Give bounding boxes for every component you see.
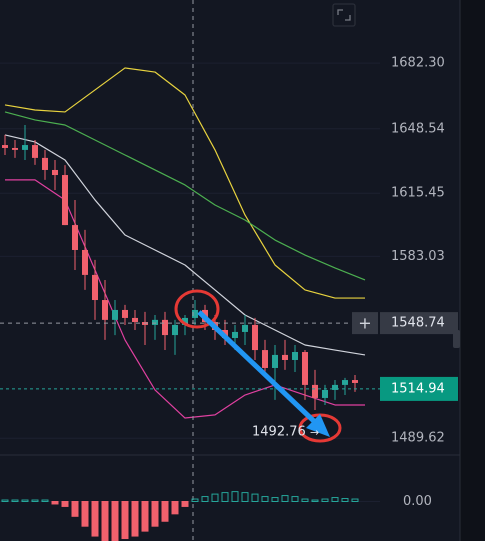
candle-body bbox=[292, 352, 298, 360]
histogram-bar bbox=[151, 501, 159, 527]
histogram-bar bbox=[231, 491, 239, 502]
candle-body bbox=[192, 309, 198, 318]
histogram-bar bbox=[121, 501, 129, 540]
candle-body bbox=[12, 147, 18, 150]
candle-body bbox=[162, 319, 168, 336]
histogram-bar bbox=[241, 492, 249, 502]
trend-arrow bbox=[197, 310, 320, 427]
indicator-line bbox=[4, 67, 365, 299]
histogram-bar bbox=[341, 498, 349, 503]
histogram-bar bbox=[141, 501, 149, 532]
y-tick-label: 0.00 bbox=[403, 494, 432, 509]
y-tick-label: 1489.62 bbox=[391, 431, 445, 446]
candle-body bbox=[42, 157, 48, 170]
histogram-bar bbox=[221, 492, 229, 502]
candle-body bbox=[252, 324, 258, 351]
side-panel bbox=[460, 0, 485, 541]
candle-body bbox=[172, 324, 178, 336]
histogram-bar bbox=[131, 501, 139, 537]
candle-body bbox=[332, 384, 338, 390]
panel-handle[interactable] bbox=[453, 330, 460, 348]
y-tick-label: 1583.03 bbox=[391, 249, 445, 264]
histogram-bar bbox=[351, 498, 359, 502]
crosshair-label: 1548.74 bbox=[391, 316, 445, 331]
histogram-bar bbox=[1, 499, 9, 502]
histogram-bar bbox=[321, 498, 329, 502]
histogram-bar bbox=[161, 501, 169, 522]
histogram-bar bbox=[191, 498, 199, 502]
annotation-arrow: → bbox=[310, 426, 319, 439]
histogram-bar bbox=[101, 501, 109, 541]
candle-body bbox=[132, 317, 138, 323]
indicator-line bbox=[4, 111, 366, 281]
candle-body bbox=[182, 317, 188, 325]
candle-body bbox=[342, 380, 348, 385]
candle-body bbox=[2, 145, 8, 148]
histogram-bar bbox=[271, 497, 279, 502]
candle-body bbox=[102, 300, 108, 320]
annotation-label: 1492.76 bbox=[252, 425, 306, 440]
candle-body bbox=[32, 145, 38, 158]
histogram-bar bbox=[81, 501, 89, 527]
annotations: 1492.76 → bbox=[174, 289, 342, 443]
histogram-bar bbox=[11, 499, 19, 502]
candle-body bbox=[122, 309, 128, 318]
histogram-bar bbox=[31, 499, 39, 502]
candle-body bbox=[242, 324, 248, 332]
crosshair-plus-box[interactable] bbox=[352, 312, 378, 335]
candle-body bbox=[302, 352, 308, 385]
last-price-box bbox=[380, 376, 458, 401]
fullscreen-icon[interactable] bbox=[332, 3, 356, 27]
candle-body bbox=[112, 309, 118, 320]
candle-body bbox=[72, 225, 78, 250]
histogram-bar bbox=[51, 501, 59, 505]
histogram-bar bbox=[171, 501, 179, 515]
y-tick-label: 1648.54 bbox=[391, 121, 445, 136]
candle-body bbox=[352, 380, 358, 383]
histogram-bar bbox=[281, 495, 289, 503]
histogram-bar bbox=[251, 493, 259, 502]
candle-body bbox=[52, 169, 58, 176]
candle-body bbox=[272, 354, 278, 368]
crosshair-label-box bbox=[380, 312, 458, 335]
candle-body bbox=[262, 350, 268, 368]
histogram-bar bbox=[181, 501, 189, 507]
highlight-circle bbox=[174, 289, 220, 329]
histogram-bar bbox=[61, 501, 69, 507]
y-tick-label: 1615.45 bbox=[391, 186, 445, 201]
histogram-bar bbox=[311, 499, 319, 502]
histogram-bar bbox=[21, 499, 29, 502]
crosshair-plus: + bbox=[358, 314, 371, 333]
candle-body bbox=[232, 331, 238, 338]
histogram-bar bbox=[261, 496, 269, 502]
histogram-bar bbox=[91, 501, 99, 537]
histogram-bar bbox=[331, 497, 339, 502]
candle-body bbox=[322, 389, 328, 398]
histogram-bar bbox=[291, 496, 299, 502]
histogram-bar bbox=[71, 501, 79, 517]
candle-body bbox=[312, 384, 318, 398]
candle-body bbox=[82, 249, 88, 275]
histogram-bar bbox=[301, 498, 309, 502]
histogram-bar bbox=[201, 496, 209, 502]
last-price-label: 1514.94 bbox=[391, 381, 445, 396]
indicator-line bbox=[4, 134, 366, 356]
histogram-bar bbox=[41, 499, 49, 502]
arrow-head bbox=[306, 414, 330, 437]
candle-body bbox=[22, 145, 28, 150]
histogram-bar bbox=[211, 493, 219, 502]
histogram-bar bbox=[111, 501, 119, 541]
candle-body bbox=[152, 319, 158, 325]
candle-body bbox=[92, 274, 98, 301]
candle-body bbox=[62, 175, 68, 226]
candle-body bbox=[282, 354, 288, 360]
y-tick-label: 1682.30 bbox=[391, 56, 445, 71]
